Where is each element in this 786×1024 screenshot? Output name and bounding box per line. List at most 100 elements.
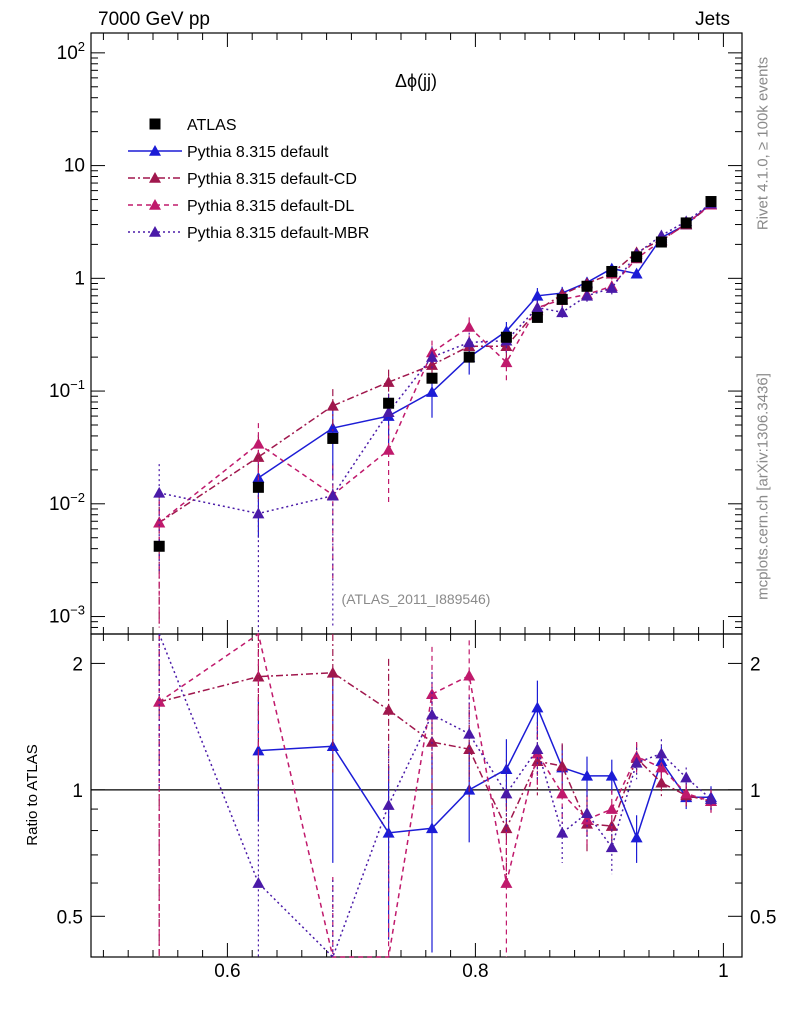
ratio-point [655, 747, 668, 759]
data-point [252, 481, 264, 493]
data-point [153, 486, 166, 498]
main-series [153, 196, 717, 634]
ratio-ticks: 0.5 0.5 1 1 2 2 0.6 0.8 1 [57, 634, 776, 982]
data-point [252, 451, 265, 462]
main-ticks: 10−3 10−2 10−1 1 10 102 [49, 33, 742, 635]
rivet-label: Rivet 4.1.0, ≥ 100k events [754, 56, 772, 231]
data-point [680, 217, 692, 229]
data-point [605, 282, 618, 293]
data-point [326, 399, 339, 411]
x-tick-label: 0.6 [214, 961, 240, 982]
ratio-point [463, 669, 476, 681]
legend-label: Pythia 8.315 default-DL [187, 198, 354, 215]
data-point [606, 265, 618, 277]
y-tick-label-ratio: 0.5 [57, 907, 83, 928]
ratio-point [326, 666, 339, 678]
legend-marker [149, 172, 161, 183]
x-tick-label: 1 [718, 961, 729, 982]
ratio-point [556, 787, 569, 799]
y-tick-label-main: 1 [74, 268, 85, 289]
x-tick-label: 0.8 [462, 961, 488, 982]
ratio-point [605, 803, 618, 814]
ratio-axis-label: Ratio to ATLAS [24, 744, 41, 845]
ratio-point [500, 877, 513, 888]
data-point [426, 386, 438, 397]
series-line [158, 204, 712, 524]
data-point [655, 236, 667, 248]
ratio-line [158, 633, 712, 959]
legend-marker [149, 226, 161, 237]
legend-marker [149, 145, 161, 156]
ratio-line [258, 705, 711, 840]
y-tick-label-ratio-right: 1 [750, 781, 761, 802]
legend-label: Pythia 8.315 default-MBR [187, 225, 369, 242]
ratio-point [153, 695, 166, 707]
y-tick-label-main: 102 [57, 39, 85, 64]
data-point [581, 280, 593, 292]
data-point [153, 540, 165, 552]
data-point [426, 359, 438, 370]
ratio-point [581, 769, 593, 781]
data-point [252, 437, 265, 449]
legend-marker [149, 118, 161, 130]
data-point [556, 293, 568, 305]
ratio-point [680, 787, 693, 799]
ratio-point [252, 877, 265, 888]
data-point [383, 397, 395, 409]
ratio-point [605, 769, 618, 781]
data-point [500, 331, 512, 343]
ratio-series [153, 632, 717, 959]
ratio-point [252, 670, 265, 682]
ratio-point [581, 813, 593, 825]
legend-label: Pythia 8.315 default [187, 144, 329, 161]
ratio-point [605, 841, 618, 853]
ratio-point [680, 771, 693, 783]
y-tick-label-ratio-right: 0.5 [750, 907, 776, 928]
analysis-tag: (ATLAS_2011_I889546) [342, 591, 491, 607]
data-point [252, 507, 265, 519]
data-point [326, 422, 339, 433]
data-point [531, 289, 544, 301]
data-point [426, 351, 438, 362]
data-point [463, 351, 475, 363]
process-label: Jets [695, 9, 730, 30]
data-point [463, 336, 476, 348]
legend-label: ATLAS [187, 117, 237, 134]
ratio-point [630, 756, 643, 768]
data-point [382, 376, 395, 387]
y-tick-label-main: 10−3 [49, 603, 85, 628]
data-point [327, 432, 339, 444]
ratio-point [426, 708, 438, 720]
y-tick-label-main: 10−1 [49, 377, 85, 402]
data-point [631, 251, 643, 263]
ratio-line [158, 632, 712, 958]
data-point [630, 267, 643, 279]
data-point [531, 311, 543, 323]
ratio-point [500, 763, 513, 774]
ratio-point [463, 727, 476, 739]
data-point [463, 321, 476, 332]
data-point [426, 372, 438, 384]
data-point [581, 289, 593, 301]
ratio-point [531, 743, 544, 754]
y-tick-label-ratio-right: 2 [750, 654, 761, 675]
ratio-point [382, 703, 395, 715]
legend: ATLAS Pythia 8.315 default Pythia 8.315 de… [128, 117, 369, 242]
data-point [382, 444, 395, 455]
ratio-point [705, 793, 717, 805]
plot-title: Δϕ(jj) [395, 71, 437, 91]
ratio-point [531, 701, 544, 713]
ratio-point [531, 755, 544, 767]
collision-label: 7000 GeV pp [98, 9, 210, 30]
mcplots-label: mcplots.cern.ch [arXiv:1306.3436] [754, 373, 772, 600]
legend-marker [149, 199, 161, 210]
ratio-point [556, 826, 569, 838]
ratio-point [630, 750, 643, 762]
data-point [500, 356, 513, 368]
ratio-point [426, 822, 438, 834]
legend-label: Pythia 8.315 default-CD [187, 171, 357, 188]
ratio-point [655, 761, 668, 773]
y-tick-label-ratio: 2 [72, 654, 83, 675]
ratio-point [581, 807, 593, 818]
